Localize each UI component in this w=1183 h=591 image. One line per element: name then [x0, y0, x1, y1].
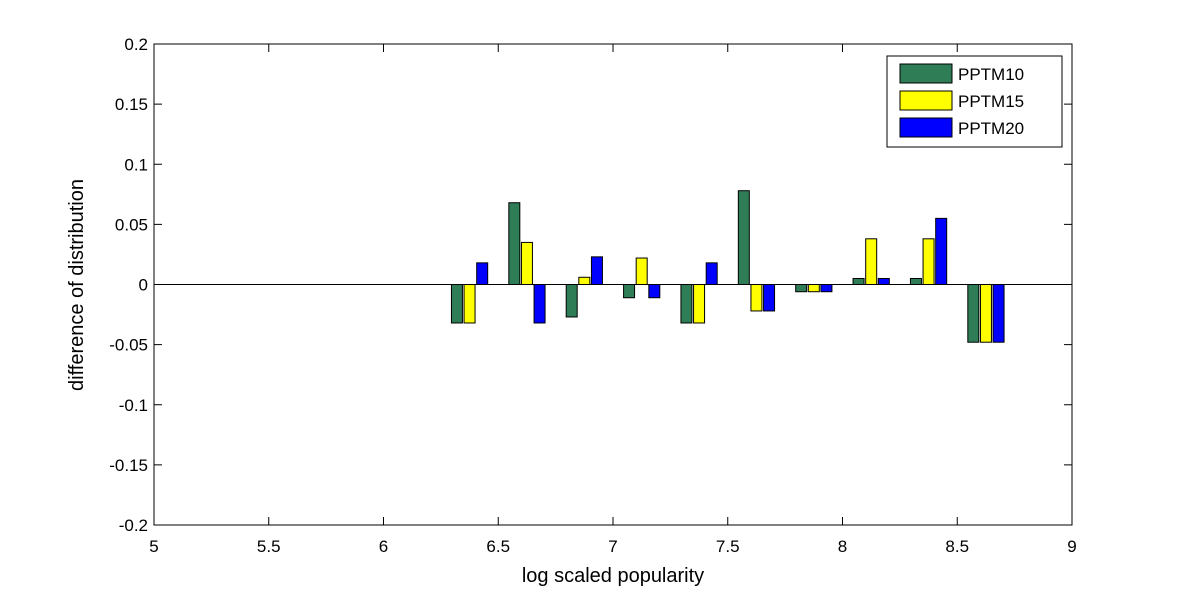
x-tick-label: 5: [149, 537, 158, 556]
y-tick-label: 0.2: [124, 35, 148, 54]
bar-pptm20-1: [533, 284, 546, 324]
bar-pptm15-4: [693, 284, 706, 324]
bar-pptm10-0: [450, 284, 463, 324]
legend: PPTM10 PPTM15 PPTM20: [886, 55, 1063, 148]
bar-pptm10-4: [680, 284, 693, 324]
bar-pptm15-0: [463, 284, 476, 324]
bar-pptm15-5: [750, 284, 763, 312]
legend-label-pptm15: PPTM15: [958, 92, 1024, 111]
bar-pptm20-0: [476, 262, 489, 286]
x-axis-title: log scaled popularity: [522, 565, 704, 587]
bar-pptm20-9: [992, 284, 1005, 343]
x-tick-label: 5.5: [257, 537, 281, 556]
legend-swatch-pptm20: [899, 117, 953, 138]
bar-pptm10-9: [967, 284, 980, 343]
y-tick-label: -0.1: [119, 396, 148, 415]
x-tick-label: 7: [608, 537, 617, 556]
bar-pptm15-3: [635, 257, 648, 286]
y-tick-label: 0.05: [115, 215, 148, 234]
y-tick-label: -0.15: [109, 456, 148, 475]
bar-pptm15-2: [578, 276, 591, 286]
x-tick-label: 9: [1067, 537, 1076, 556]
bar-pptm20-3: [648, 284, 661, 299]
bar-pptm10-8: [909, 277, 922, 285]
bar-pptm10-1: [508, 202, 521, 285]
bar-pptm20-5: [763, 284, 776, 312]
bar-pptm20-7: [877, 277, 890, 285]
bar-pptm10-7: [852, 277, 865, 285]
y-tick-label: 0.15: [115, 95, 148, 114]
bar-pptm20-6: [820, 284, 833, 293]
legend-label-pptm10: PPTM10: [958, 65, 1024, 84]
y-tick-label: 0.1: [124, 155, 148, 174]
y-axis-title: difference of distribution: [66, 179, 88, 391]
legend-label-pptm20: PPTM20: [958, 119, 1024, 138]
bar-pptm20-8: [935, 217, 948, 285]
bar-pptm10-6: [795, 284, 808, 293]
legend-swatch-pptm15: [899, 90, 953, 111]
bar-pptm10-2: [565, 284, 578, 318]
axes-layer: 5 5.5 6 6.5 7 7.5 8 8.5 9 -0.2 -0.15 -0.1 -0.05 0 0.05…: [109, 35, 1076, 556]
bar-pptm15-8: [922, 238, 935, 285]
bar-pptm10-5: [737, 190, 750, 285]
bar-pptm15-1: [520, 241, 533, 286]
bar-pptm20-2: [590, 256, 603, 285]
x-tick-label: 8.5: [945, 537, 969, 556]
y-tick-label: 0: [139, 276, 148, 295]
x-tick-label: 8: [838, 537, 847, 556]
y-tick-label: -0.05: [109, 336, 148, 355]
bar-pptm20-4: [705, 262, 718, 286]
x-tick-label: 7.5: [716, 537, 740, 556]
bar-pptm15-9: [979, 284, 992, 343]
bar-pptm15-7: [865, 238, 878, 285]
bar-pptm15-6: [807, 284, 820, 293]
legend-swatch-pptm10: [899, 63, 953, 84]
x-tick-label: 6: [379, 537, 388, 556]
x-tick-label: 6.5: [486, 537, 510, 556]
bar-pptm10-3: [623, 284, 636, 299]
y-tick-label: -0.2: [119, 516, 148, 535]
